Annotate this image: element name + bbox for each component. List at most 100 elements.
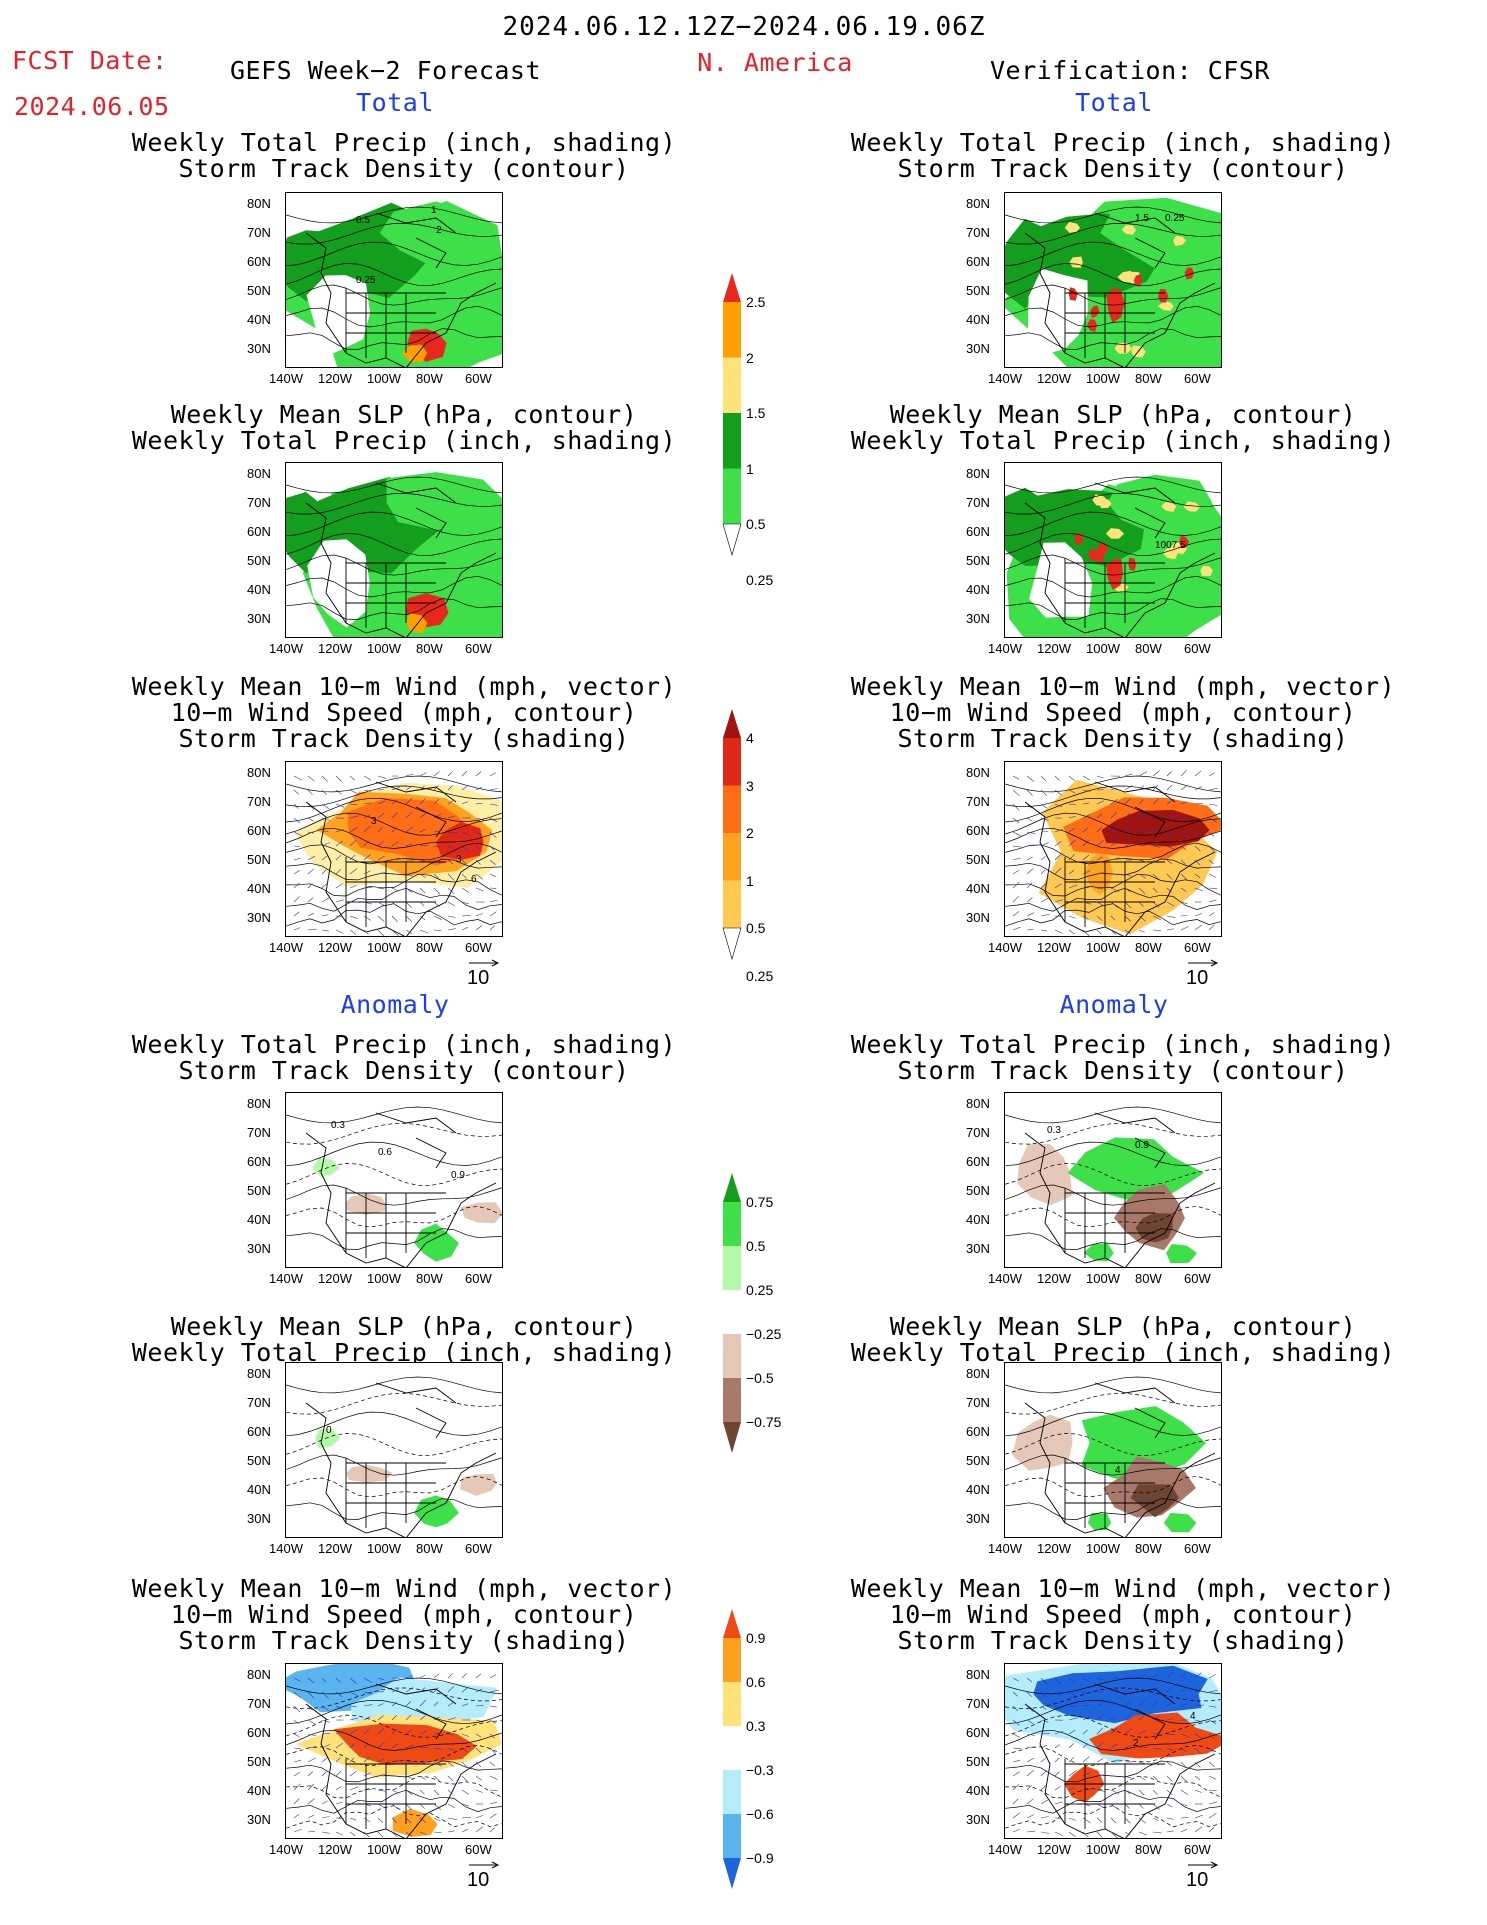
lon-tick-label: 100W: [367, 940, 401, 955]
map-panel-l-5: 0: [285, 1362, 503, 1538]
lat-tick-label: 30N: [247, 611, 271, 626]
lat-tick-label: 50N: [966, 852, 990, 867]
panel-title-line: Weekly Mean SLP (hPa, contour): [889, 400, 1357, 429]
vector-reference-value: 10: [467, 1869, 490, 1891]
lon-tick-label: 60W: [1184, 1271, 1211, 1286]
lon-tick-label: 140W: [269, 371, 303, 386]
lon-tick-label: 100W: [1086, 940, 1120, 955]
map-plot: 0.3 0.9: [1005, 1106, 1221, 1267]
panel-title-line: Weekly Mean 10−m Wind (mph, vector): [850, 672, 1396, 701]
lat-tick-label: 30N: [247, 1241, 271, 1256]
map-plot: 42: [1005, 1664, 1221, 1838]
vector-reference-value: 10: [467, 967, 490, 989]
lat-tick-label: 70N: [966, 1125, 990, 1140]
panel-title-line: Weekly Mean 10−m Wind (mph, vector): [850, 1574, 1396, 1603]
panel-title-line: Weekly Total Precip (inch, shading): [850, 128, 1396, 157]
lat-tick-label: 40N: [247, 881, 271, 896]
lat-tick-label: 70N: [247, 225, 271, 240]
map-panel-r-5: 4: [1004, 1362, 1222, 1538]
map-panel-l-2: [285, 462, 503, 638]
contour-label: 0.9: [1135, 1140, 1149, 1151]
colorbar-label: −0.25: [746, 1326, 782, 1342]
lat-tick-label: 70N: [966, 495, 990, 510]
lat-tick-label: 30N: [247, 1812, 271, 1827]
contour-label: 3: [456, 854, 462, 865]
lat-tick-label: 40N: [966, 1482, 990, 1497]
lon-tick-label: 80W: [416, 940, 443, 955]
lat-tick-label: 80N: [247, 1096, 271, 1111]
lon-tick-label: 120W: [318, 1541, 352, 1556]
panel-title-line: Storm Track Density (contour): [178, 1056, 630, 1085]
colorbar-label: 0.25: [746, 1282, 774, 1298]
lon-tick-label: 60W: [1184, 1842, 1211, 1857]
lat-tick-label: 80N: [247, 196, 271, 211]
contour-label: 1007.5: [1155, 540, 1186, 551]
lat-tick-label: 70N: [966, 1696, 990, 1711]
vector-reference-value: 10: [1186, 1869, 1209, 1891]
lon-tick-label: 140W: [269, 641, 303, 656]
lat-tick-label: 30N: [966, 910, 990, 925]
lat-tick-label: 60N: [247, 1725, 271, 1740]
lat-tick-label: 80N: [966, 1096, 990, 1111]
right-anomaly-label: Anomaly: [1059, 990, 1169, 1019]
lon-tick-label: 140W: [988, 1541, 1022, 1556]
colorbar-label: −0.75: [746, 1414, 782, 1430]
lon-tick-label: 60W: [1184, 940, 1211, 955]
lon-tick-label: 120W: [1037, 1842, 1071, 1857]
map-panel-r-3: [1004, 761, 1222, 937]
lat-tick-label: 40N: [966, 312, 990, 327]
contour-label: 1: [431, 205, 437, 216]
lat-tick-label: 80N: [966, 765, 990, 780]
map-panel-l-6: [285, 1663, 503, 1839]
colorbar-label: 1: [746, 460, 754, 477]
lon-tick-label: 140W: [269, 1541, 303, 1556]
panel-title-line: 10−m Wind Speed (mph, contour): [889, 698, 1357, 727]
lat-tick-label: 70N: [966, 225, 990, 240]
forecast-period: 2024.06.12.12Z−2024.06.19.06Z: [502, 12, 986, 42]
map-plot: 0: [286, 1376, 502, 1537]
map-plot: [286, 472, 502, 637]
lat-tick-label: 50N: [966, 553, 990, 568]
colorbar-label: −0.6: [746, 1806, 774, 1822]
colorbar-label: 0.25: [746, 571, 774, 588]
lat-tick-label: 70N: [247, 1395, 271, 1410]
lon-tick-label: 80W: [416, 1271, 443, 1286]
lon-tick-label: 60W: [1184, 641, 1211, 656]
vector-reference: 10: [1186, 1861, 1220, 1892]
contour-label: 0.6: [378, 1147, 392, 1158]
lon-tick-label: 80W: [416, 371, 443, 386]
right-total-label: Total: [1075, 88, 1153, 117]
lat-tick-label: 60N: [966, 1725, 990, 1740]
lat-tick-label: 70N: [247, 495, 271, 510]
panel-title-line: 10−m Wind Speed (mph, contour): [889, 1600, 1357, 1629]
colorbar-label: 1: [746, 872, 754, 889]
colorbar-label: 0.6: [746, 1674, 766, 1690]
lon-tick-label: 60W: [465, 641, 492, 656]
map-panel-r-4: 0.3 0.9: [1004, 1092, 1222, 1268]
map-plot: 1.5 0.25: [1005, 197, 1221, 367]
lon-tick-label: 120W: [1037, 1271, 1071, 1286]
lon-tick-label: 120W: [318, 371, 352, 386]
lat-tick-label: 30N: [247, 341, 271, 356]
vector-reference-arrow-icon: [1188, 959, 1219, 967]
lon-tick-label: 80W: [416, 641, 443, 656]
lat-tick-label: 60N: [247, 1424, 271, 1439]
lon-tick-label: 120W: [318, 940, 352, 955]
colorbar-label: −0.3: [746, 1762, 774, 1778]
lon-tick-label: 140W: [988, 940, 1022, 955]
panel-title-line: 10−m Wind Speed (mph, contour): [170, 698, 638, 727]
lon-tick-label: 120W: [1037, 371, 1071, 386]
lat-tick-label: 50N: [966, 1754, 990, 1769]
lon-tick-label: 120W: [318, 641, 352, 656]
vector-reference-arrow-icon: [1188, 1861, 1219, 1869]
panel-title-line: Weekly Mean 10−m Wind (mph, vector): [131, 672, 677, 701]
right-column-title: Verification: CFSR: [990, 56, 1270, 85]
colorbar-label: 0.9: [746, 1630, 766, 1646]
map-plot: [1005, 769, 1221, 936]
lat-tick-label: 60N: [966, 1424, 990, 1439]
panel-title-line: Storm Track Density (shading): [178, 724, 630, 753]
lat-tick-label: 50N: [247, 1183, 271, 1198]
colorbar-label: 0.3: [746, 1718, 766, 1734]
